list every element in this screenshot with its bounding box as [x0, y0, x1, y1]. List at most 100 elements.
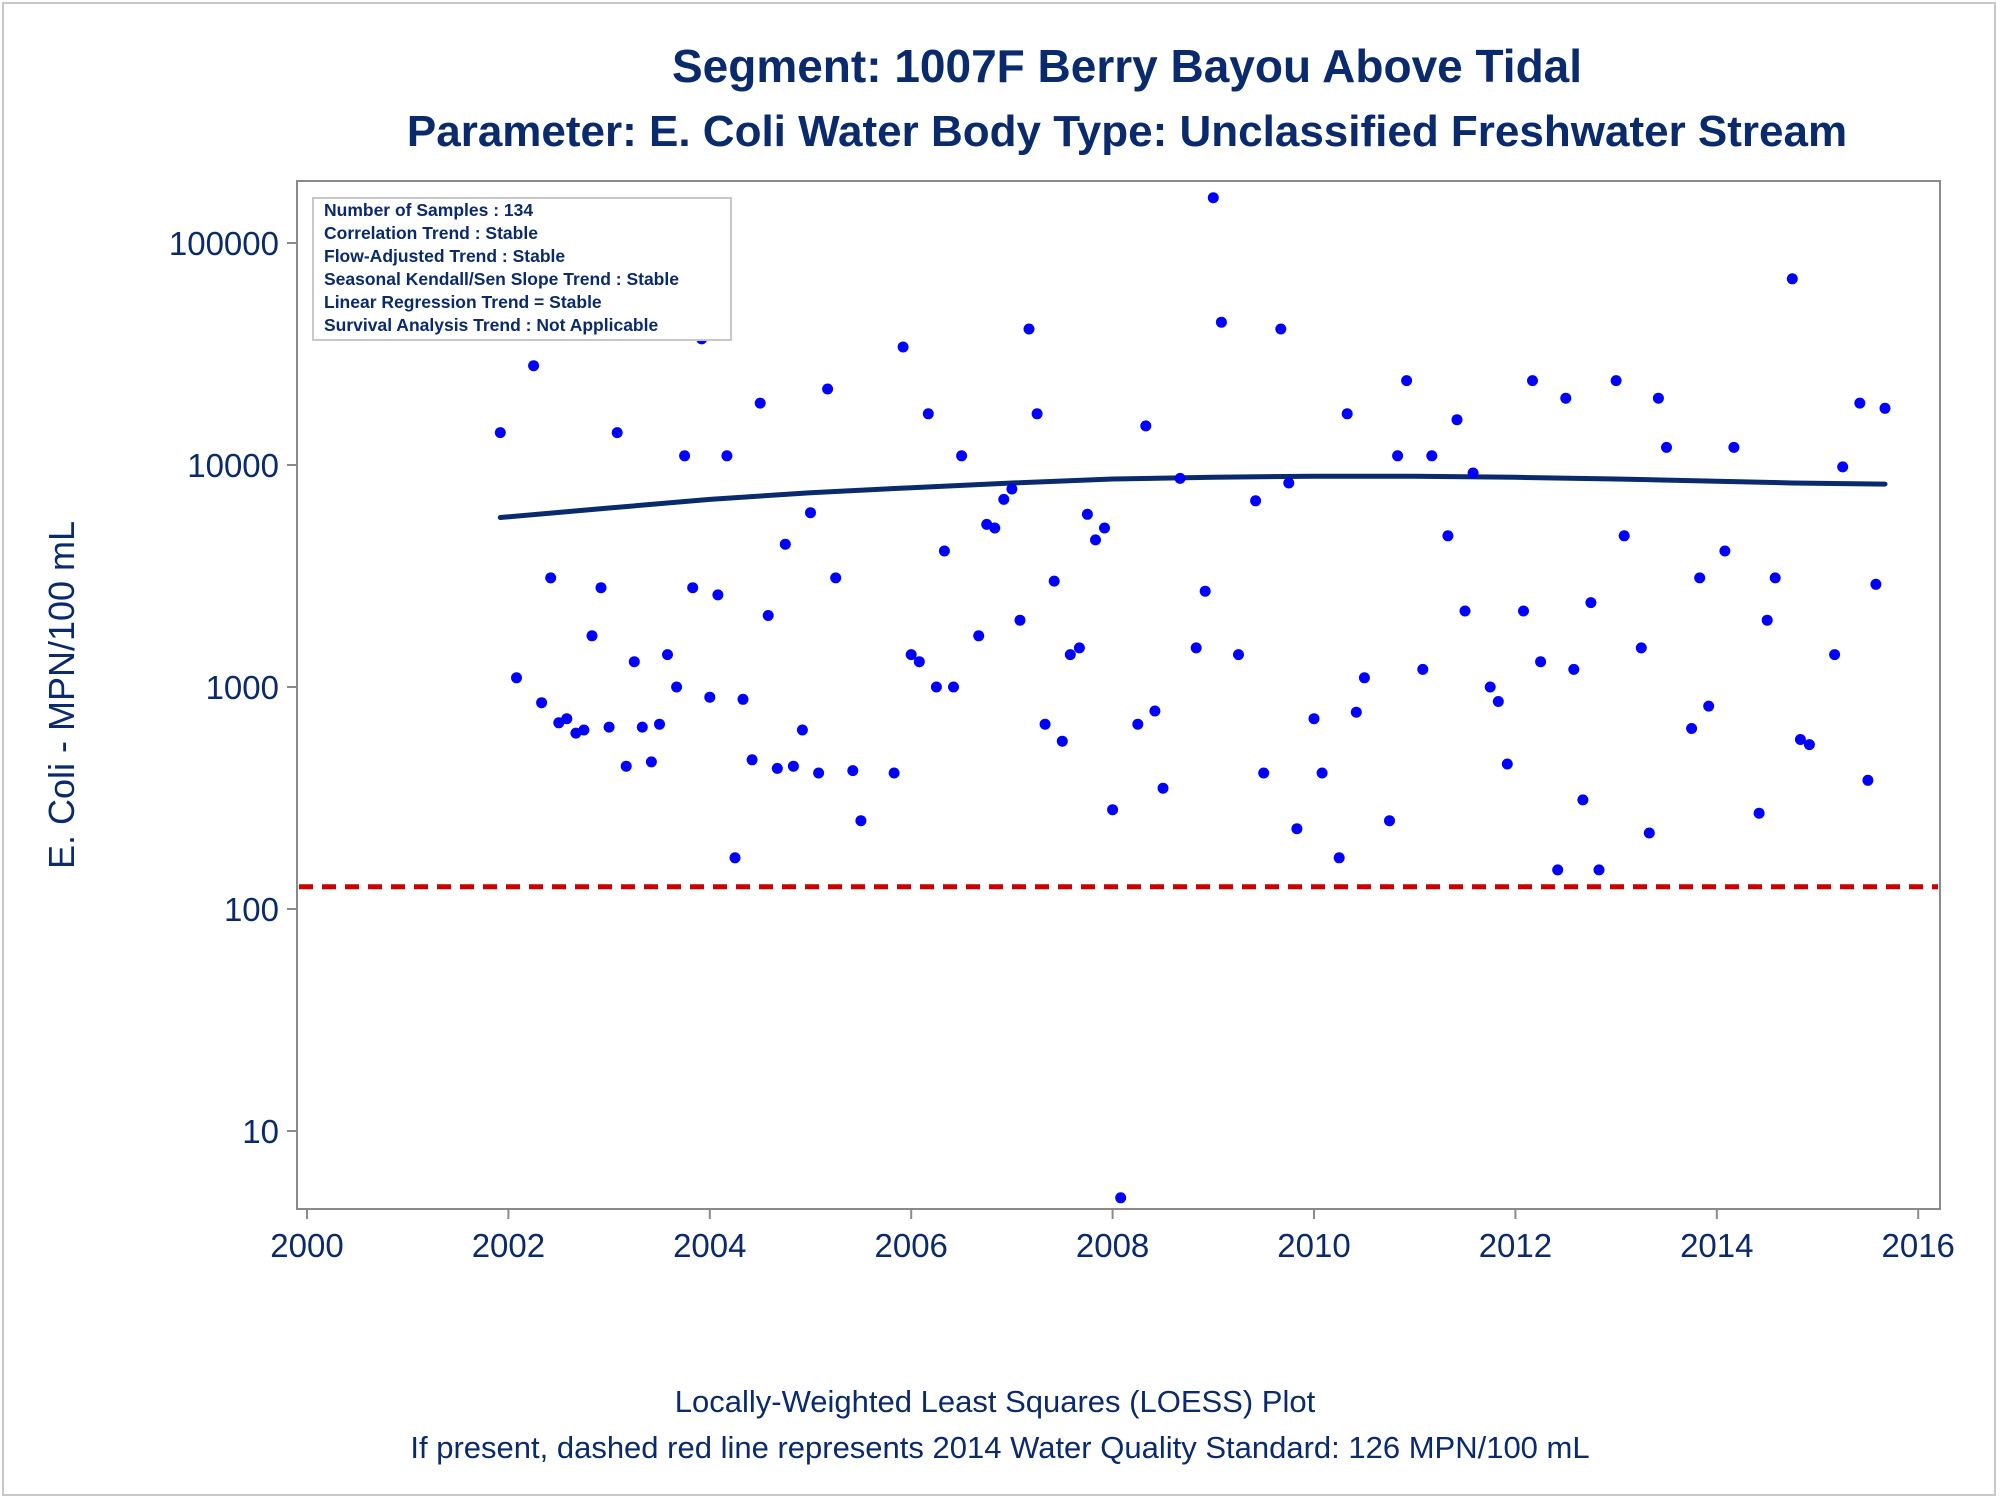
data-point [1719, 545, 1731, 557]
plot-area [296, 180, 1941, 1210]
data-point [1401, 375, 1413, 387]
data-point [1056, 735, 1068, 747]
data-point [956, 450, 968, 462]
data-point [528, 360, 540, 372]
data-point [1610, 375, 1622, 387]
data-point [620, 760, 632, 772]
x-tick-label: 2000 [270, 1227, 343, 1264]
stats-line: Correlation Trend : Stable [324, 223, 538, 243]
data-point [1064, 649, 1076, 661]
chart-title: Segment: 1007F Berry Bayou Above Tidal [672, 40, 1582, 92]
data-point [1207, 192, 1219, 204]
data-point [1686, 723, 1698, 734]
data-point [1535, 656, 1547, 668]
data-point [494, 427, 506, 439]
data-point [595, 582, 607, 594]
data-point [1484, 681, 1496, 693]
data-point [628, 656, 640, 668]
data-point [1635, 642, 1647, 654]
data-point [545, 572, 557, 584]
data-point [1552, 864, 1564, 876]
data-point [1837, 461, 1849, 473]
data-point [998, 493, 1010, 505]
data-point [847, 765, 859, 777]
data-point [1140, 420, 1152, 432]
data-point [1829, 649, 1841, 661]
data-point [1199, 585, 1211, 597]
data-point [1250, 495, 1262, 507]
data-point [787, 760, 799, 772]
data-point [578, 724, 590, 736]
data-point [1233, 649, 1244, 661]
data-point [1392, 450, 1404, 462]
data-point [830, 572, 842, 584]
data-point [1643, 827, 1655, 839]
data-point [771, 762, 783, 774]
data-point [1190, 642, 1202, 654]
x-tick-label: 2008 [1076, 1227, 1149, 1264]
data-point [1157, 782, 1169, 794]
y-tick-label: 10000 [187, 447, 279, 484]
data-point [1291, 823, 1303, 835]
data-point [805, 507, 816, 519]
data-point [1090, 534, 1101, 546]
data-point [922, 408, 934, 420]
data-point [1593, 864, 1605, 876]
data-point [1451, 414, 1463, 426]
data-point [1384, 815, 1395, 827]
data-points [494, 192, 1891, 1204]
data-point [586, 630, 598, 642]
data-point [536, 697, 548, 709]
data-point [712, 589, 724, 601]
data-point [796, 724, 808, 736]
data-point [1585, 597, 1597, 609]
data-point [704, 691, 716, 703]
data-point [1703, 700, 1715, 712]
data-point [888, 767, 900, 779]
data-point [687, 582, 699, 594]
x-tick-label: 2004 [673, 1227, 746, 1264]
x-tick-label: 2012 [1479, 1227, 1552, 1264]
data-point [1115, 1192, 1127, 1204]
y-axis: 10 100 1000 10000 100000 [169, 225, 297, 1150]
data-point [1879, 402, 1891, 414]
data-point [913, 656, 925, 668]
x-tick-label: 2006 [874, 1227, 947, 1264]
stats-legend-box: Number of Samples : 134 Correlation Tren… [312, 197, 732, 341]
data-point [1467, 467, 1479, 479]
data-point [1215, 316, 1227, 328]
data-point [1048, 575, 1060, 587]
footnote-standard: If present, dashed red line represents 2… [410, 1430, 1589, 1465]
x-tick-label: 2014 [1680, 1227, 1753, 1264]
data-point [636, 721, 648, 733]
data-point [1568, 663, 1580, 675]
data-point [1283, 477, 1295, 489]
footnote-loess: Locally-Weighted Least Squares (LOESS) P… [675, 1384, 1316, 1419]
data-point [679, 450, 691, 462]
data-point [813, 767, 825, 779]
data-point [1618, 530, 1630, 542]
data-point [1442, 530, 1454, 542]
data-point [1854, 397, 1866, 409]
data-point [1316, 767, 1328, 779]
data-point [1728, 441, 1740, 453]
data-point [1006, 483, 1018, 495]
data-point [1527, 375, 1538, 387]
data-point [1661, 441, 1672, 453]
x-tick-label: 2002 [472, 1227, 545, 1264]
data-point [1862, 774, 1874, 786]
data-point [1426, 450, 1438, 462]
chart-subtitle: Parameter: E. Coli Water Body Type: Uncl… [407, 107, 1847, 156]
data-point [1341, 408, 1353, 420]
stats-line: Linear Regression Trend = Stable [324, 292, 602, 312]
data-point [1039, 718, 1051, 730]
data-point [1417, 663, 1429, 675]
data-point [729, 852, 741, 864]
data-point [1149, 705, 1161, 717]
data-point [1031, 408, 1043, 420]
data-point [989, 522, 1001, 534]
data-point [1350, 706, 1362, 718]
data-point [1560, 392, 1572, 404]
data-point [905, 649, 917, 661]
